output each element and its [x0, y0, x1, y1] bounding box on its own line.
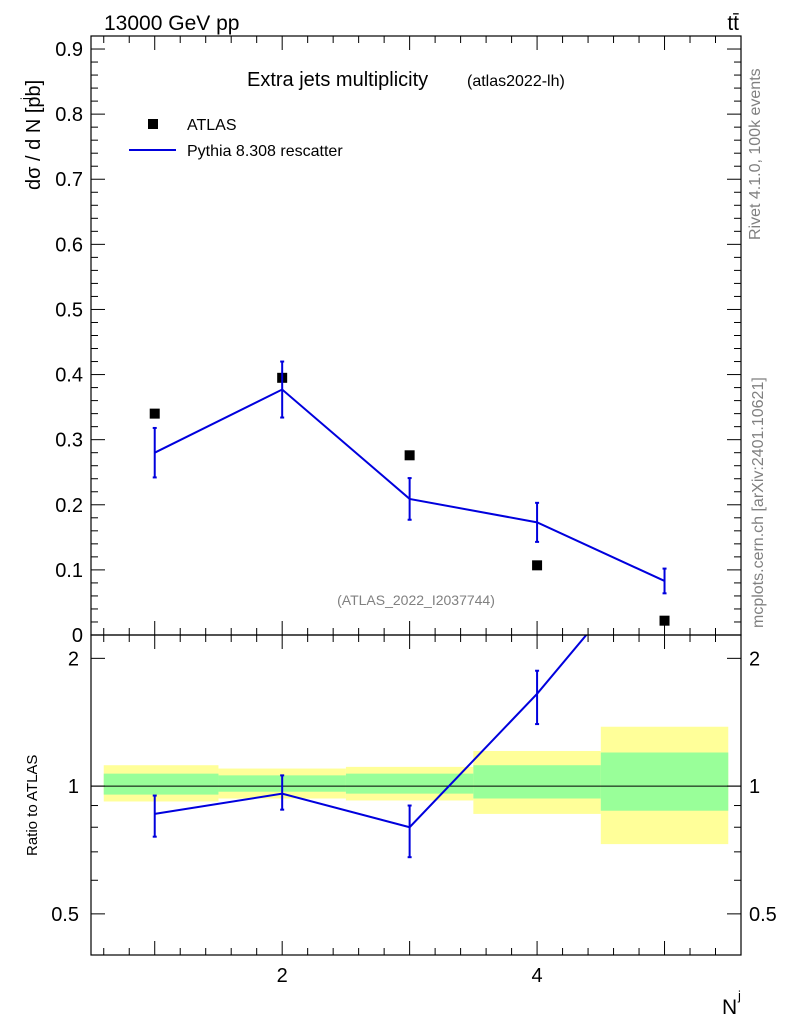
ratio-y-tick-label-left: 0.5	[51, 904, 79, 926]
main-y-tick-label: 0.7	[55, 169, 83, 191]
main-y-tick-label: 0.5	[55, 299, 83, 321]
chart-title-suffix: (atlas2022-lh)	[467, 73, 565, 90]
x-tick-label: 4	[532, 965, 543, 987]
green-band	[345, 773, 474, 794]
ratio-ylabel: Ratio to ATLAS	[24, 755, 41, 856]
main-y-tick-label: 0.9	[55, 39, 83, 61]
ratio-frame	[90, 634, 742, 956]
atlas-data-point	[149, 408, 160, 419]
atlas-data-point	[659, 615, 670, 626]
rivet-label: Rivet 4.1.0, 100k events	[747, 68, 764, 240]
header-energy: 13000 GeV pp	[104, 12, 239, 35]
header-process: tt̄	[727, 12, 739, 35]
ratio-y-tick-label-right: 0.5	[749, 904, 777, 926]
legend-label-pythia: Pythia 8.308 rescatter	[187, 143, 343, 160]
main-y-tick-label: 0.3	[55, 430, 83, 452]
green-band	[473, 765, 601, 799]
x-axis-label: N	[722, 996, 737, 1019]
main-y-tick-label: 0.4	[55, 365, 83, 387]
ratio-y-tick-label-left: 2	[68, 648, 79, 670]
axes: 2 4 0 0.1 0.2 0.3 0.4 0.5 0.6 0.7 0.8 0.9 0.5 0.5 1 1 2 2	[51, 35, 777, 987]
green-band	[103, 773, 219, 795]
analysis-watermark: (ATLAS_2022_I2037744)	[337, 592, 495, 608]
mcplots-label: mcplots.cern.ch [arXiv:2401.10621]	[750, 377, 767, 628]
ratio-y-tick-label-left: 1	[68, 776, 79, 798]
ratio-y-tick-label-right: 1	[749, 776, 760, 798]
legend-marker-atlas	[148, 119, 158, 129]
main-ylabel-sup: j	[18, 97, 33, 101]
main-panel-data	[149, 360, 670, 626]
ratio-y-tick-label-right: 2	[749, 648, 760, 670]
main-y-tick-label: 0.8	[55, 104, 83, 126]
main-ylabel-text: dσ / d N [pb]	[23, 80, 45, 190]
chart-title: Extra jets multiplicity	[247, 69, 428, 91]
green-band	[600, 752, 729, 811]
ratio-panel-data	[152, 635, 588, 859]
legend-label-atlas: ATLAS	[187, 117, 237, 134]
main-y-tick-label: 0	[72, 625, 83, 647]
main-y-tick-label: 0.6	[55, 234, 83, 256]
main-y-tick-label: 0.2	[55, 495, 83, 517]
ratio-series-group	[152, 635, 588, 859]
atlas-data-point	[404, 450, 415, 461]
ratio-uncertainty-bands	[103, 726, 729, 845]
main-ylabel: dσ / d N [pb]	[23, 80, 45, 190]
main-y-tick-label: 0.1	[55, 560, 83, 582]
x-axis-label-sup: j	[737, 988, 741, 1003]
x-tick-label: 2	[277, 965, 288, 987]
atlas-data-point	[532, 560, 543, 571]
